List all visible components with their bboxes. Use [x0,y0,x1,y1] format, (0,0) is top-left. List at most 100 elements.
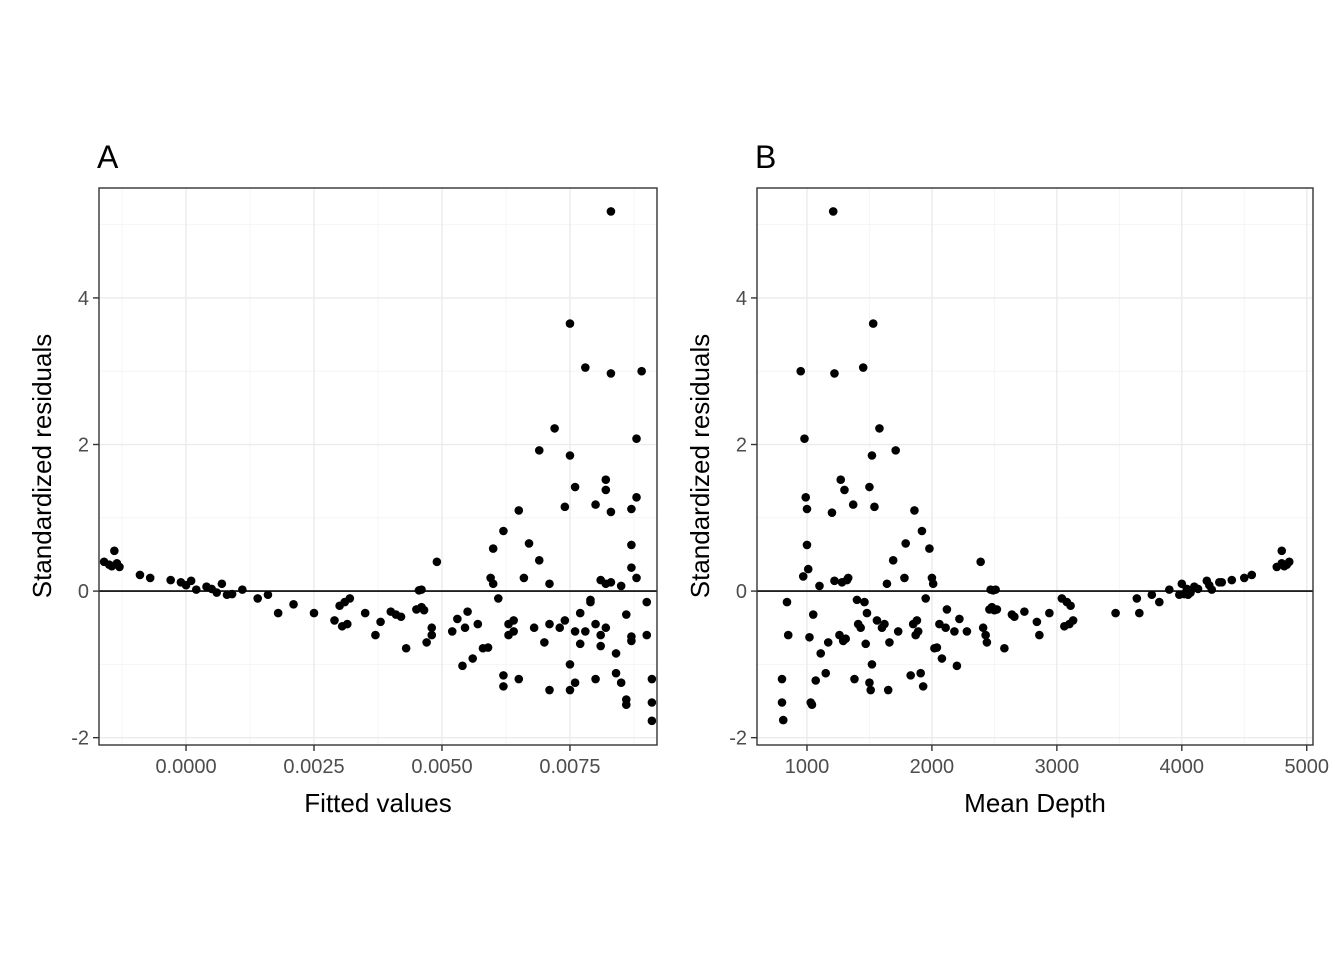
panel-a-data-point [596,630,605,640]
panel-a-x-tick-label: 0.0075 [539,756,600,778]
panel-a-data-point [534,556,544,565]
panel-a-data-point [560,616,570,625]
panel-a-data-point [509,616,518,625]
panel-a-data-point [514,674,524,684]
panel-b-y-tick-label: 4 [736,288,747,310]
panel-a-plot: A 0.0000 0.0025 0.0050 0.0075 -2 0 2 4 Fitted … [27,139,658,818]
panel-b-data-point [1217,577,1227,587]
panel-b-data-point [982,638,992,647]
panel-a-data-point [427,623,437,633]
panel-a-data-point [570,678,580,688]
panel-a-data-point [642,597,652,607]
panel-a-data-point [519,573,529,583]
panel-a-data-point [376,617,385,627]
panel-b-data-point [1155,597,1164,607]
panel-a-data-point [647,674,657,684]
panel-b-x-axis: 1000 2000 3000 4000 5000 [785,745,1329,778]
panel-a-x-axis: 0.0000 0.0025 0.0050 0.0075 [155,745,601,778]
panel-a-data-point [565,660,575,669]
panel-b-data-point [836,475,846,484]
panel-a-y-axis: -2 0 2 4 [71,288,99,750]
panel-b-data-point [888,556,898,565]
panel-a-data-point [581,363,590,372]
panel-a-data-point [632,573,641,583]
panel-b-data-point [807,700,817,709]
panel-a-data-point [371,630,380,640]
panel-a-data-point [499,526,508,536]
panel-a-data-point [627,636,636,646]
panel-a-data-point [545,579,554,589]
panel-b-data-point [860,597,869,607]
panel-a-data-point [115,562,124,572]
panel-b-data-point [777,674,787,684]
panel-a-data-point [555,623,565,633]
panel-a-data-point [494,594,503,603]
panel-a-data-point [483,643,493,652]
panel-a-y-tick-label: 0 [78,581,89,603]
panel-b-data-point [870,502,879,512]
panel-a-y-tick-label: 4 [78,288,89,310]
panel-a-data-point [468,654,478,663]
panel-a-data-point [606,507,616,517]
panel-b-data-point [868,319,878,328]
panel-b-data-point [1165,585,1174,594]
panel-a-data-point [586,595,595,605]
panel-a-y-tick-label: -2 [71,728,89,750]
panel-b-data-point [861,639,871,649]
panel-b-data-point [918,682,928,691]
panel-b-y-axis: -2 0 2 4 [729,288,757,750]
panel-a-x-tick-label: 0.0025 [283,756,344,778]
panel-a-data-point [422,638,431,647]
panel-a-data-point [360,608,370,618]
panel-a-data-point [212,588,222,597]
panel-a-data-point [606,577,616,587]
panel-b-data-point [856,623,866,633]
panel-a-data-point [647,716,657,726]
panel-b-data-point [891,446,900,455]
panel-b-data-point [1247,570,1257,580]
panel-a-data-point [601,475,611,484]
panel-b-data-point [900,573,909,583]
panel-b-data-point [782,597,792,607]
panel-a-data-point [575,608,585,618]
panel-b-data-point [862,608,872,618]
panel-a-data-point [637,366,646,376]
panel-b-data-point [1045,608,1054,618]
panel-a-data-point [581,627,590,636]
panel-b-data-point [1111,608,1120,618]
panel-a-data-point [460,623,470,633]
panel-a-data-point [632,492,641,502]
panel-b-x-tick-label: 3000 [1035,756,1080,778]
panel-b-data-point [981,630,990,640]
panel-b-data-point [802,504,812,514]
panel-b-data-point [823,638,833,647]
panel-b-x-tick-label: 1000 [785,756,830,778]
panel-a-data-point [458,661,467,671]
panel-a-data-point [253,594,262,603]
panel-a-data-point [289,599,298,609]
panel-a-data-point [524,539,534,548]
panel-b-data-point [867,451,877,460]
panel-b-data-point [913,627,923,636]
panel-a-data-point [186,576,196,586]
panel-a-data-point [632,434,641,443]
panel-b-data-point [935,619,944,629]
panel-b-data-point [955,614,964,624]
panel-a-data-point [191,585,201,594]
panel-b-data-point [880,619,889,629]
panel-b-data-point [912,616,922,625]
panel-a-data-point [627,563,636,572]
panel-a-data-point [627,540,636,550]
panel-a-grid [99,188,657,745]
panel-b-data-point [865,482,874,492]
panel-a-data-point [642,630,652,640]
panel-b-plot-area [757,188,1313,745]
panel-a-data-point [596,641,605,651]
panel-b-data-point [843,573,853,583]
panel-b-data-point [917,526,927,536]
panel-b-data-point [882,579,892,589]
panel-b-data-point [777,698,787,707]
panel-a-data-point [545,619,554,629]
panel-b-data-point [906,671,915,680]
